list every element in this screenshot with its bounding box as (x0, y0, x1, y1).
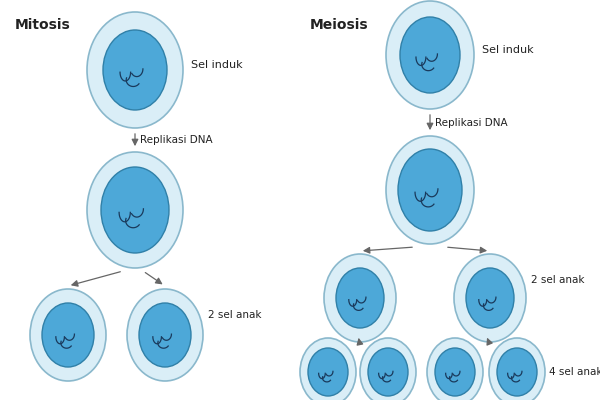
Ellipse shape (87, 152, 183, 268)
Ellipse shape (466, 268, 514, 328)
Ellipse shape (427, 338, 483, 400)
Ellipse shape (42, 303, 94, 367)
Ellipse shape (368, 348, 408, 396)
Ellipse shape (386, 136, 474, 244)
Ellipse shape (400, 17, 460, 93)
Ellipse shape (489, 338, 545, 400)
Ellipse shape (386, 1, 474, 109)
Ellipse shape (454, 254, 526, 342)
Text: Meiosis: Meiosis (310, 18, 368, 32)
Text: Sel induk: Sel induk (482, 45, 533, 55)
Text: Mitosis: Mitosis (15, 18, 71, 32)
Ellipse shape (87, 12, 183, 128)
Ellipse shape (127, 289, 203, 381)
Ellipse shape (360, 338, 416, 400)
Ellipse shape (497, 348, 537, 396)
Text: 4 sel anak: 4 sel anak (549, 367, 600, 377)
Text: 2 sel anak: 2 sel anak (208, 310, 262, 320)
Ellipse shape (336, 268, 384, 328)
Text: Sel induk: Sel induk (191, 60, 242, 70)
Text: 2 sel anak: 2 sel anak (531, 275, 584, 285)
Ellipse shape (300, 338, 356, 400)
Ellipse shape (398, 149, 462, 231)
Ellipse shape (139, 303, 191, 367)
Ellipse shape (324, 254, 396, 342)
Ellipse shape (308, 348, 348, 396)
Ellipse shape (103, 30, 167, 110)
Text: Replikasi DNA: Replikasi DNA (435, 118, 508, 128)
Ellipse shape (435, 348, 475, 396)
Ellipse shape (30, 289, 106, 381)
Ellipse shape (101, 167, 169, 253)
Text: Replikasi DNA: Replikasi DNA (140, 135, 212, 145)
